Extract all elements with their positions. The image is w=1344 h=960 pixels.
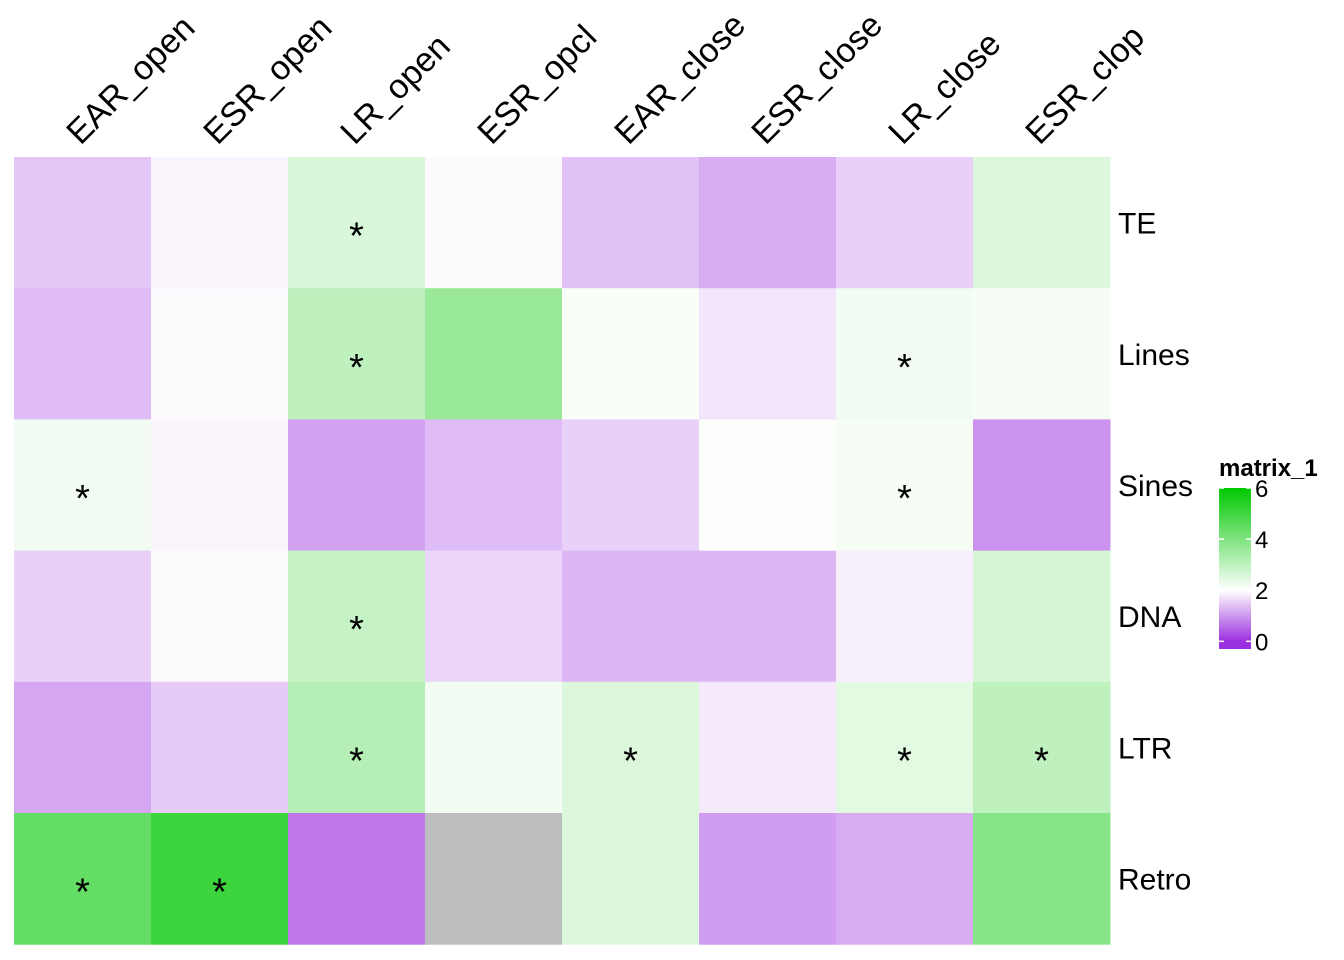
heatmap-cell [425, 813, 563, 945]
significance-star: * [897, 347, 912, 389]
heatmap-cell [699, 681, 837, 814]
heatmap-cell [14, 419, 152, 552]
heatmap-cell [288, 288, 426, 420]
heatmap-cell [562, 681, 700, 814]
row-label: DNA [1118, 601, 1181, 634]
heatmap-cell [836, 813, 974, 945]
significance-star: * [349, 216, 364, 258]
heatmap-cell [562, 419, 700, 552]
heatmap-cell [836, 288, 974, 420]
heatmap-cell [14, 681, 152, 814]
column-label: LR_close [881, 25, 1008, 152]
significance-star: * [349, 347, 364, 389]
column-label: ESR_opcl [470, 18, 604, 152]
heatmap-cell [425, 288, 563, 420]
legend-title: matrix_1 [1219, 455, 1318, 482]
heatmap-cell [425, 157, 563, 289]
significance-star: * [349, 740, 364, 782]
heatmap-cell [151, 681, 289, 814]
heatmap-cell [973, 288, 1111, 420]
legend-tick-label: 6 [1255, 476, 1268, 503]
heatmap-cell [14, 813, 152, 945]
heatmap-cell [973, 157, 1111, 289]
row-label: Sines [1118, 470, 1193, 503]
legend-ticks: 6 4 2 0 [1219, 476, 1268, 656]
heatmap-cell [288, 419, 426, 552]
heatmap-cell [836, 157, 974, 289]
heatmap-cell [973, 550, 1111, 683]
heatmap-cell [562, 813, 700, 945]
heatmap-cell [425, 681, 563, 814]
significance-star: * [623, 740, 638, 782]
heatmap-cell [699, 157, 837, 289]
heatmap-cell [288, 813, 426, 945]
legend-color-bar [1219, 488, 1251, 649]
heatmap-cell [14, 288, 152, 420]
heatmap-cell [151, 813, 289, 945]
row-labels: TE Lines Sines DNA LTR Retro [1118, 208, 1193, 897]
heatmap-cell [562, 157, 700, 289]
heatmap-cell [151, 288, 289, 420]
significance-star: * [1034, 740, 1049, 782]
heatmap-cell [562, 550, 700, 683]
heatmap-cell [973, 419, 1111, 552]
heatmap-cell [699, 813, 837, 945]
column-label: LR_open [333, 27, 457, 151]
significance-markers: * * * * * * * * * * * * [75, 216, 1049, 914]
row-label: Lines [1118, 339, 1190, 372]
heatmap-cell [562, 288, 700, 420]
column-label: ESR_clop [1018, 18, 1152, 152]
significance-star: * [897, 478, 912, 520]
heatmap-cell [836, 419, 974, 552]
column-label: ESR_open [196, 8, 339, 151]
heatmap-cell [973, 681, 1111, 814]
column-label: ESR_close [744, 6, 890, 152]
heatmap-cell [425, 550, 563, 683]
heatmap-cells [14, 157, 1111, 945]
significance-star: * [349, 609, 364, 651]
heatmap-cell [699, 550, 837, 683]
heatmap-cell [151, 550, 289, 683]
color-legend: matrix_1 6 4 2 0 [1219, 455, 1318, 656]
heatmap-cell [836, 681, 974, 814]
legend-tick-label: 2 [1255, 578, 1268, 605]
heatmap-cell [288, 681, 426, 814]
legend-tick-label: 4 [1255, 527, 1268, 554]
significance-star: * [75, 872, 90, 914]
row-label: Retro [1118, 864, 1191, 897]
significance-star: * [75, 478, 90, 520]
legend-tick-label: 0 [1255, 629, 1268, 656]
heatmap-cell [14, 550, 152, 683]
column-label: EAR_close [607, 6, 753, 152]
heatmap-cell [836, 550, 974, 683]
significance-star: * [212, 872, 227, 914]
heatmap-cell [699, 419, 837, 552]
heatmap-cell [151, 157, 289, 289]
heatmap-cell [425, 419, 563, 552]
heatmap-cell [288, 157, 426, 289]
heatmap-cell [151, 419, 289, 552]
significance-star: * [897, 740, 912, 782]
row-label: TE [1118, 208, 1156, 241]
column-label: EAR_open [59, 8, 202, 151]
heatmap-cell [699, 288, 837, 420]
heatmap-cell [288, 550, 426, 683]
row-label: LTR [1118, 732, 1172, 765]
heatmap-cell [973, 813, 1111, 945]
heatmap-cell [14, 157, 152, 289]
